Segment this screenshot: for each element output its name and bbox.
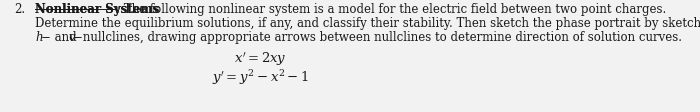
Text: −nullclines, drawing appropriate arrows between nullclines to determine directio: −nullclines, drawing appropriate arrows …: [74, 31, 682, 44]
Text: $y' = y^2 - x^2 - 1$: $y' = y^2 - x^2 - 1$: [212, 68, 309, 87]
Text: : The following nonlinear system is a model for the electric field between two p: : The following nonlinear system is a mo…: [116, 3, 666, 16]
Text: 2.: 2.: [15, 3, 26, 16]
Text: Determine the equilibrium solutions, if any, and classify their stability. Then : Determine the equilibrium solutions, if …: [36, 17, 700, 30]
Text: Nonlinear Systems: Nonlinear Systems: [36, 3, 160, 16]
Text: Nonlinear Systems: Nonlinear Systems: [36, 3, 160, 16]
Text: h: h: [36, 31, 43, 44]
Text: v: v: [68, 31, 75, 44]
Text: − and: − and: [41, 31, 80, 44]
Text: $x' = 2xy$: $x' = 2xy$: [234, 51, 287, 68]
